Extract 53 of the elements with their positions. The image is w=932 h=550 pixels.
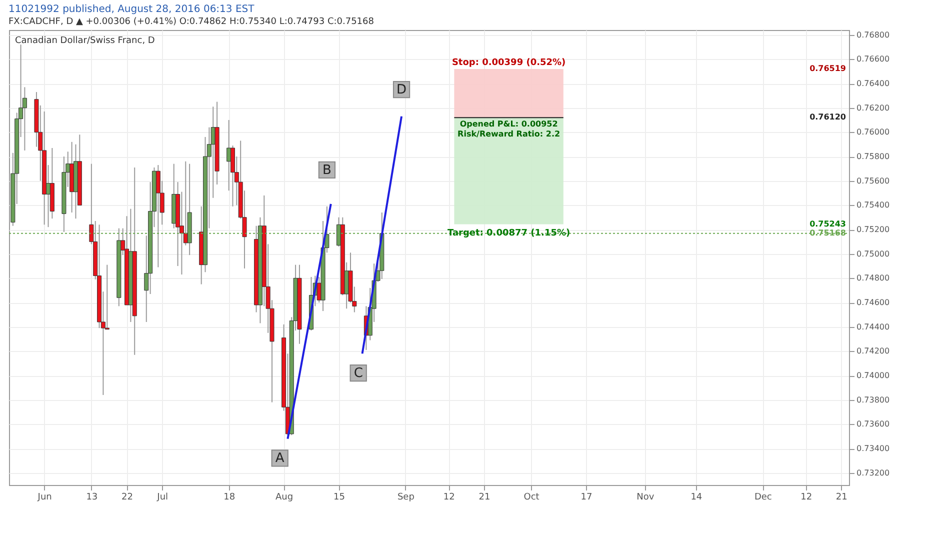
ref-line-label: 0.76120 — [810, 112, 846, 122]
y-tick-label: 0.73600 — [856, 420, 890, 429]
y-tick-label: 0.74800 — [856, 274, 890, 283]
y-tick-label: 0.74200 — [856, 346, 890, 356]
chart-subtitle: FX:CADCHF, D ▲ +0.00306 (+0.41%) O:0.74862 H:0.75340 L:0.74793 C:0.75168 — [8, 17, 374, 27]
y-tick-label: 0.75000 — [856, 249, 890, 258]
y-tick-label: 0.75800 — [856, 152, 890, 162]
x-tick-label: 12 — [443, 492, 455, 502]
y-tick-label: 0.74400 — [856, 322, 890, 332]
y-tick-label: 0.76000 — [856, 128, 890, 137]
chart-title: 11021992 published, August 28, 2016 06:13 EST — [8, 4, 256, 15]
x-tick-label: 22 — [122, 492, 133, 502]
annotation: Opened P&L: 0.00952 — [460, 120, 558, 129]
y-tick-label: 0.73800 — [856, 395, 890, 404]
x-tick-label: Dec — [754, 492, 772, 502]
y-tick-label: 0.75600 — [856, 176, 890, 186]
x-tick-label: 14 — [690, 492, 702, 502]
ref-line-label: 0.75168 — [810, 228, 846, 238]
annotation: Canadian Dollar/Swiss Franc, D — [15, 36, 155, 46]
x-tick-label: Jul — [156, 492, 168, 502]
x-tick-label: Jun — [36, 492, 52, 502]
annotation: 0.76519 — [810, 64, 846, 74]
y-tick-label: 0.76400 — [856, 79, 890, 88]
annotation: A — [275, 451, 284, 466]
y-tick-label: 0.76200 — [856, 103, 890, 112]
x-tick-label: Oct — [524, 492, 540, 502]
candlestick — [156, 164, 160, 268]
x-tick-label: 12 — [800, 492, 812, 502]
y-tick-label: 0.74000 — [856, 371, 890, 380]
y-tick-label: 0.76600 — [856, 54, 890, 64]
y-tick-label: 0.75200 — [856, 225, 890, 234]
x-tick-label: Nov — [636, 492, 655, 502]
x-tick-label: 18 — [224, 492, 236, 502]
x-tick-label: Sep — [397, 492, 415, 502]
x-tick-label: 13 — [86, 492, 98, 502]
y-tick-label: 0.73400 — [856, 444, 890, 454]
x-tick-label: 21 — [478, 492, 490, 502]
candlestick — [226, 120, 232, 192]
y-tick-label: 0.74600 — [856, 298, 890, 308]
x-tick-label: Aug — [275, 492, 294, 502]
x-tick-label: 15 — [333, 492, 345, 502]
x-tick-label: 17 — [580, 492, 592, 502]
x-tick-label: 21 — [836, 492, 848, 502]
y-tick-label: 0.76800 — [856, 30, 890, 40]
annotation: 0.75243 — [810, 219, 846, 228]
y-tick-label: 0.73200 — [856, 468, 890, 478]
y-tick-label: 0.75400 — [856, 200, 890, 210]
annotation: C — [354, 366, 363, 382]
annotation: B — [322, 162, 332, 178]
annotation: D — [396, 82, 407, 98]
annotation: Risk/Reward Ratio: 2.2 — [458, 130, 560, 139]
band-label: Stop: 0.00399 (0.52%) — [452, 58, 566, 68]
band-label: Target: 0.00877 (1.15%) — [447, 228, 570, 238]
